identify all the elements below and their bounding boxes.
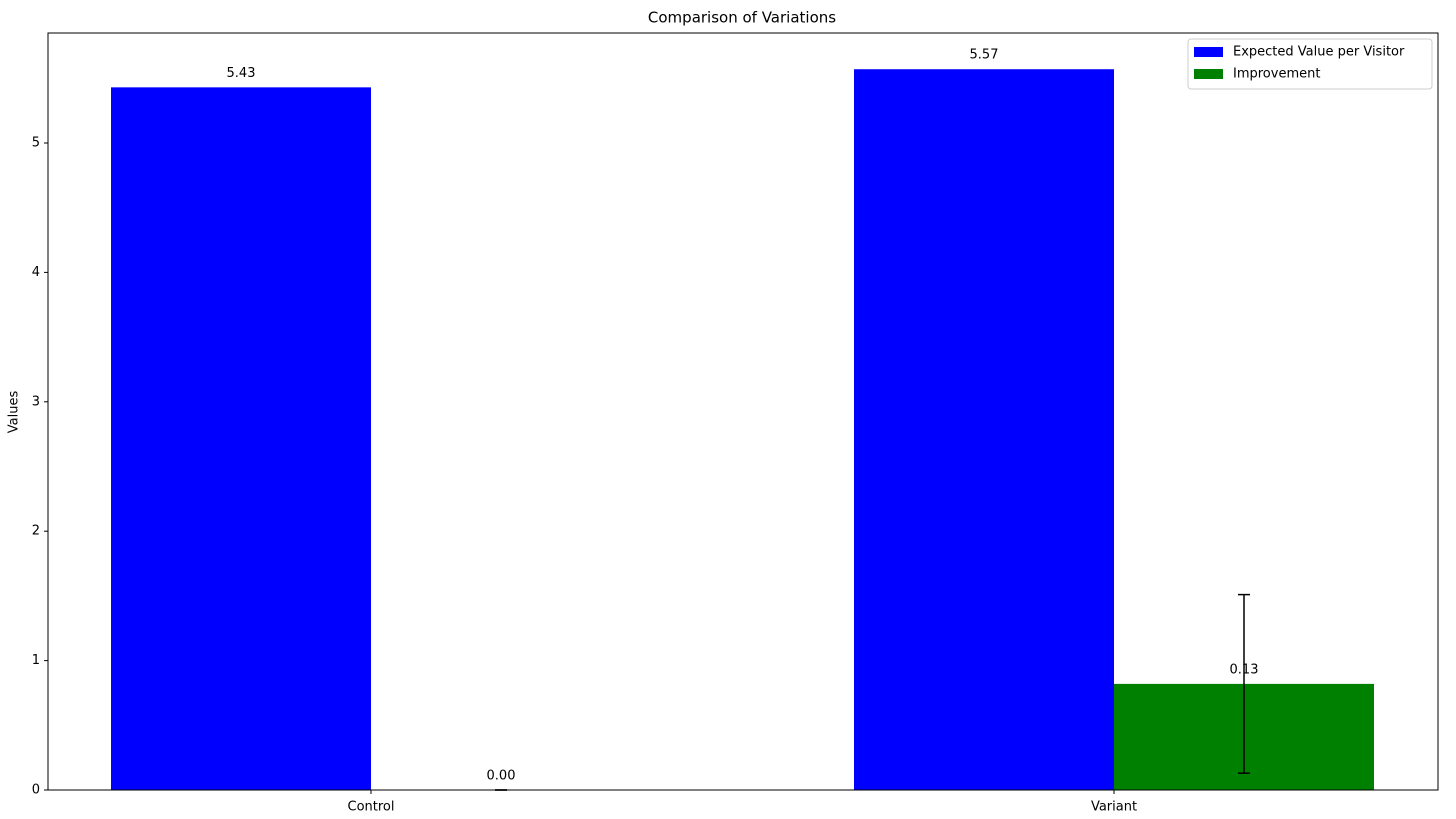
bar — [854, 69, 1114, 790]
legend-swatch — [1194, 47, 1223, 57]
y-tick-label: 3 — [32, 394, 40, 409]
value-label: 5.43 — [227, 66, 256, 81]
legend-label: Improvement — [1233, 67, 1320, 82]
chart-title: Comparison of Variations — [648, 9, 836, 27]
y-tick-label: 1 — [32, 653, 40, 668]
legend-swatch — [1194, 69, 1223, 79]
x-tick-label: Control — [348, 800, 395, 815]
value-label: 0.13 — [1230, 662, 1259, 677]
value-label: 0.00 — [487, 769, 516, 784]
value-label: 5.57 — [970, 48, 999, 63]
legend-box — [1187, 38, 1433, 90]
y-tick-label: 0 — [32, 783, 40, 798]
x-tick-label: Variant — [1091, 800, 1137, 815]
y-tick-label: 2 — [32, 524, 40, 539]
y-tick-label: 4 — [32, 265, 40, 280]
bar — [111, 87, 371, 791]
legend-label: Expected Value per Visitor — [1233, 45, 1405, 60]
y-tick-label: 5 — [32, 135, 40, 150]
plot-frame — [47, 32, 1439, 791]
error-bar — [1238, 593, 1250, 774]
y-axis-label: Values — [7, 391, 22, 434]
